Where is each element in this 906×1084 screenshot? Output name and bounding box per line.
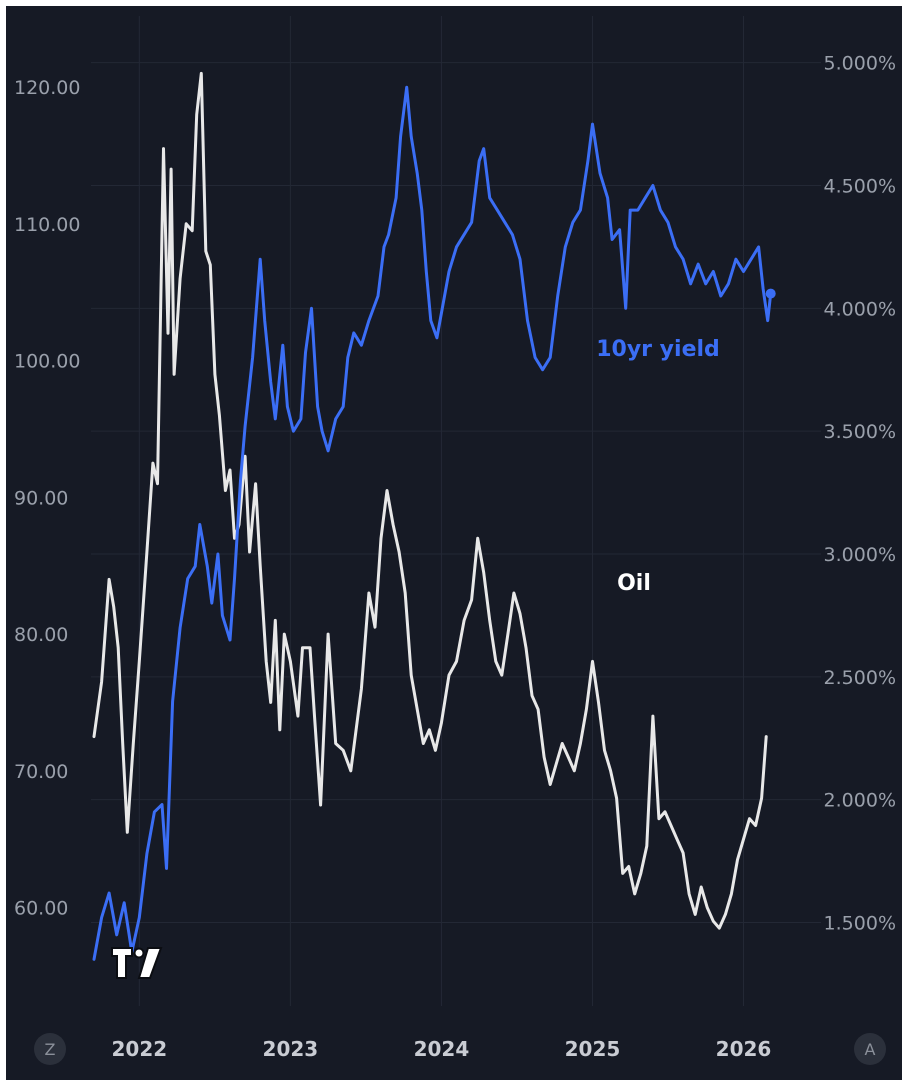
series-layer [92,71,776,961]
svg-text:A: A [865,1040,876,1059]
x-tick-label: 2023 [263,1037,319,1061]
right-tick-label: 3.000% [824,544,896,566]
tradingview-logo [111,947,163,979]
left-tick-label: 120.00 [14,77,80,99]
left-axis: 120.00 110.00 100.00 90.00 80.00 70.00 60.00 [14,77,80,919]
right-tick-label: 4.000% [824,298,896,320]
right-tick-label: 2.500% [824,667,896,689]
right-tick-label: 3.500% [824,421,896,443]
grid [91,16,821,1006]
oil-series-line [92,71,768,930]
chart-canvas: 120.00 110.00 100.00 90.00 80.00 70.00 60.00 5… [14,16,896,1065]
x-tick-label: 2025 [565,1037,621,1061]
left-tick-label: 100.00 [14,351,80,373]
x-tick-label: 2026 [716,1037,772,1061]
right-tick-label: 4.500% [824,176,896,198]
left-tick-label: 110.00 [14,214,80,236]
chart-panel: 120.00 110.00 100.00 90.00 80.00 70.00 60.00 5… [6,6,902,1080]
svg-text:Z: Z [45,1040,56,1059]
series-label-yield: 10yr yield [596,337,720,362]
right-tick-label: 2.000% [824,790,896,812]
x-tick-label: 2022 [111,1037,167,1061]
timezone-button[interactable]: Z [34,1033,66,1065]
yield-last-point [765,288,776,299]
left-tick-label: 90.00 [14,487,68,509]
auto-scale-button[interactable]: A [854,1033,886,1065]
x-tick-label: 2024 [414,1037,470,1061]
right-tick-label: 5.000% [824,53,896,75]
series-label-oil: Oil [617,571,651,596]
right-axis: 5.000% 4.500% 4.000% 3.500% 3.000% 2.500% 2.00… [824,53,896,935]
right-tick-label: 1.500% [824,912,896,934]
left-tick-label: 80.00 [14,624,68,646]
left-tick-label: 70.00 [14,761,68,783]
left-tick-label: 60.00 [14,898,68,920]
yield-series-line [92,85,773,961]
x-axis: 2022 2023 2024 2025 2026 [111,1037,771,1061]
